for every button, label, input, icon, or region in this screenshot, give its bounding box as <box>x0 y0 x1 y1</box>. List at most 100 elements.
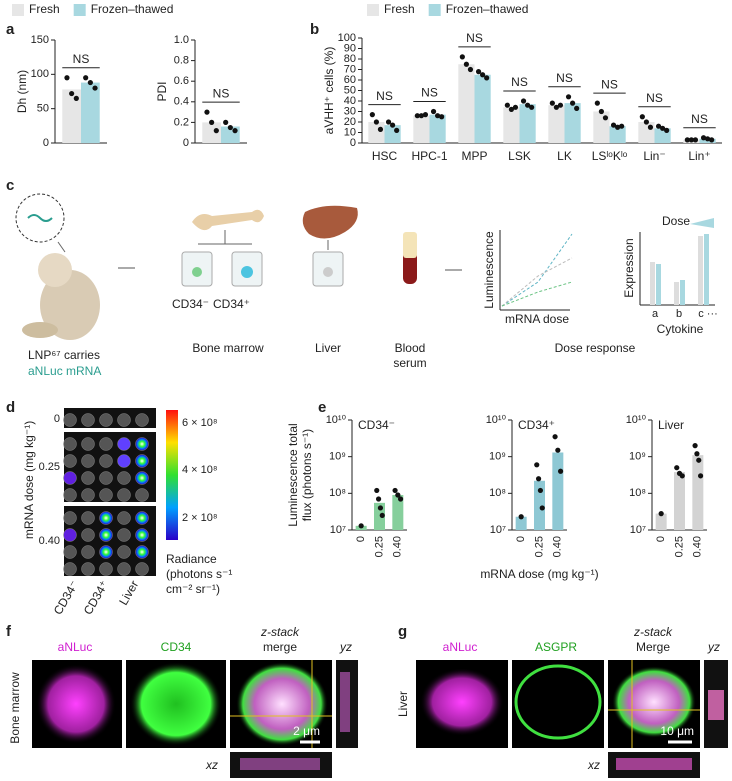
y-axis-label: PDI <box>155 81 169 101</box>
label: Blood <box>395 341 426 355</box>
data-point <box>655 123 662 129</box>
well <box>135 562 149 576</box>
data-point <box>697 473 704 479</box>
data-point <box>504 102 510 108</box>
x-tick-label: 0.25 <box>373 536 385 557</box>
row-label: 0 <box>54 413 60 425</box>
monkey-leg <box>22 322 58 338</box>
colorbar-label: cm⁻² sr⁻¹) <box>166 582 220 596</box>
annotation: NS <box>511 75 528 89</box>
label: Expression <box>622 238 636 297</box>
data-point <box>535 476 542 482</box>
channel-label: merge <box>263 640 297 654</box>
y-tick-label: 100 <box>31 68 49 80</box>
col-label: CD34⁻ <box>51 578 82 617</box>
panel-letter: e <box>318 399 326 416</box>
data-point <box>385 119 392 125</box>
y-tick-label: 10⁷ <box>490 524 506 536</box>
bar <box>62 89 81 143</box>
data-point <box>83 75 89 81</box>
data-point <box>232 128 238 134</box>
bar <box>474 74 491 143</box>
well <box>117 545 131 559</box>
channel-label: Merge <box>636 640 670 654</box>
well <box>135 471 149 485</box>
y-tick-label: 10⁸ <box>489 487 506 499</box>
data-point <box>73 95 79 101</box>
bar <box>515 516 527 530</box>
data-point <box>227 124 233 131</box>
y-axis-label: Luminescence total <box>286 423 300 526</box>
data-point <box>674 465 680 471</box>
data-point <box>557 468 564 474</box>
chart-title: CD34⁺ <box>518 418 555 432</box>
y-tick-label: 90 <box>344 42 356 54</box>
data-point <box>643 119 650 125</box>
legend-swatch <box>428 4 441 16</box>
data-point <box>660 125 666 131</box>
well <box>63 545 77 559</box>
x-tick-label: 0 <box>515 536 527 542</box>
y-tick-label: 10⁸ <box>629 487 646 499</box>
data-point <box>92 85 98 91</box>
axis-label: mRNA dose (mg kg⁻¹) <box>22 421 36 539</box>
bar <box>413 115 430 143</box>
well <box>99 511 113 525</box>
data-point <box>358 523 364 529</box>
well <box>99 454 113 468</box>
bar <box>384 125 401 143</box>
image-signal <box>240 758 320 770</box>
data-point <box>87 79 93 86</box>
annotation: NS <box>73 52 90 66</box>
bar <box>609 126 626 143</box>
mini-line <box>501 257 573 307</box>
colorbar-tick: 4 × 10⁸ <box>182 464 218 476</box>
well <box>81 437 95 451</box>
data-point <box>379 512 385 519</box>
well <box>63 562 77 576</box>
y-tick-label: 10¹⁰ <box>326 414 347 426</box>
channel-label: yz <box>707 640 720 654</box>
data-point <box>439 114 445 120</box>
data-point <box>414 113 420 119</box>
legend-label: Frozen–thawed <box>446 2 529 16</box>
monkey <box>40 270 100 340</box>
y-tick-label: 10⁹ <box>629 451 646 463</box>
y-tick-label: 10 <box>344 126 356 138</box>
x-tick-label: HSC <box>372 149 398 163</box>
x-tick-label: 0 <box>655 536 667 542</box>
lnp-icon <box>15 193 65 243</box>
colorbar-tick: 2 × 10⁸ <box>182 512 218 524</box>
dose-wedge <box>690 218 714 228</box>
annotation: NS <box>421 86 438 100</box>
bar <box>81 82 100 143</box>
data-point <box>555 447 561 453</box>
well <box>81 545 95 559</box>
bar <box>519 104 536 143</box>
mini-line <box>501 281 573 307</box>
y-tick-label: 10⁷ <box>630 524 646 536</box>
well <box>135 488 149 502</box>
data-point <box>508 106 514 112</box>
data-point <box>377 126 384 132</box>
well <box>81 488 95 502</box>
mini-bar <box>704 234 709 305</box>
well <box>81 454 95 468</box>
monkey-head <box>38 253 72 287</box>
well <box>117 454 131 468</box>
well <box>117 511 131 525</box>
image-signal <box>340 672 350 732</box>
data-point <box>602 115 609 121</box>
cell <box>241 266 253 278</box>
bone <box>192 209 264 231</box>
bar <box>548 105 565 143</box>
legend-swatch <box>367 4 379 16</box>
image-signal <box>708 690 724 720</box>
well <box>63 511 77 525</box>
data-point <box>64 75 70 81</box>
y-tick-label: 0.6 <box>174 75 189 87</box>
y-tick-label: 50 <box>37 103 49 115</box>
annotation: NS <box>691 112 708 126</box>
data-point <box>520 98 527 104</box>
